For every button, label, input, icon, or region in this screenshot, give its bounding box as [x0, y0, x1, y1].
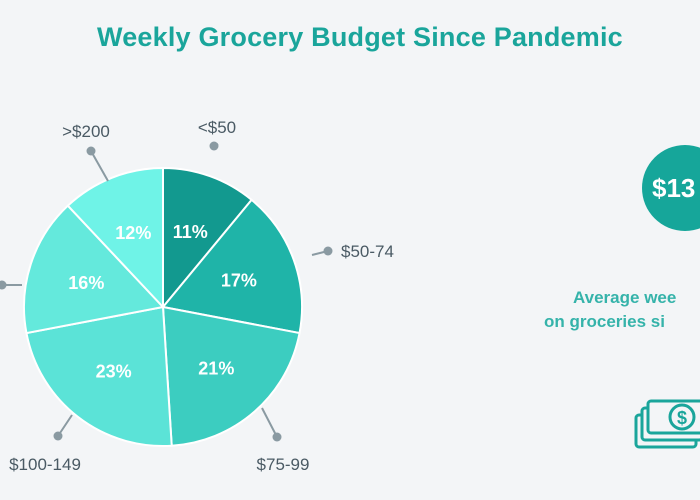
- leader-dot: [209, 141, 219, 151]
- slice-percent-label: 16%: [68, 273, 104, 293]
- pie-slice: [162, 166, 254, 310]
- category-label: $100-149: [9, 455, 81, 474]
- slice-percent-label: 11%: [173, 222, 208, 242]
- pie-slice: [66, 166, 164, 310]
- category-label: <$50: [198, 118, 236, 137]
- leader-dot: [0, 280, 7, 290]
- slice-percent-label: 21%: [198, 358, 234, 378]
- stat-caption-line1: Average wee: [573, 288, 677, 307]
- slice-percent-label: 12%: [115, 223, 151, 243]
- slice-percent-label: 23%: [96, 362, 132, 382]
- category-label: $75-99: [257, 455, 310, 474]
- stat-value: $13: [652, 173, 696, 203]
- stat-caption-line2: on groceries si: [544, 312, 665, 331]
- chart-title: Weekly Grocery Budget Since Pandemic: [97, 22, 623, 52]
- leader-dot: [323, 246, 333, 256]
- pie-slice: [161, 305, 301, 447]
- svg-text:$: $: [677, 408, 687, 428]
- money-stack-icon: $: [634, 399, 700, 449]
- pie-slice: [23, 204, 165, 335]
- pie-slice: [161, 198, 303, 335]
- leader-dot: [272, 432, 282, 442]
- leader-line: [261, 407, 278, 438]
- slice-percent-label: 17%: [221, 271, 257, 291]
- pie-slice: [25, 305, 173, 447]
- leader-dot: [86, 146, 96, 156]
- leader-line: [90, 150, 109, 182]
- category-label: $50-74: [341, 242, 394, 261]
- category-label: >$200: [62, 122, 110, 141]
- leader-dot: [53, 431, 63, 441]
